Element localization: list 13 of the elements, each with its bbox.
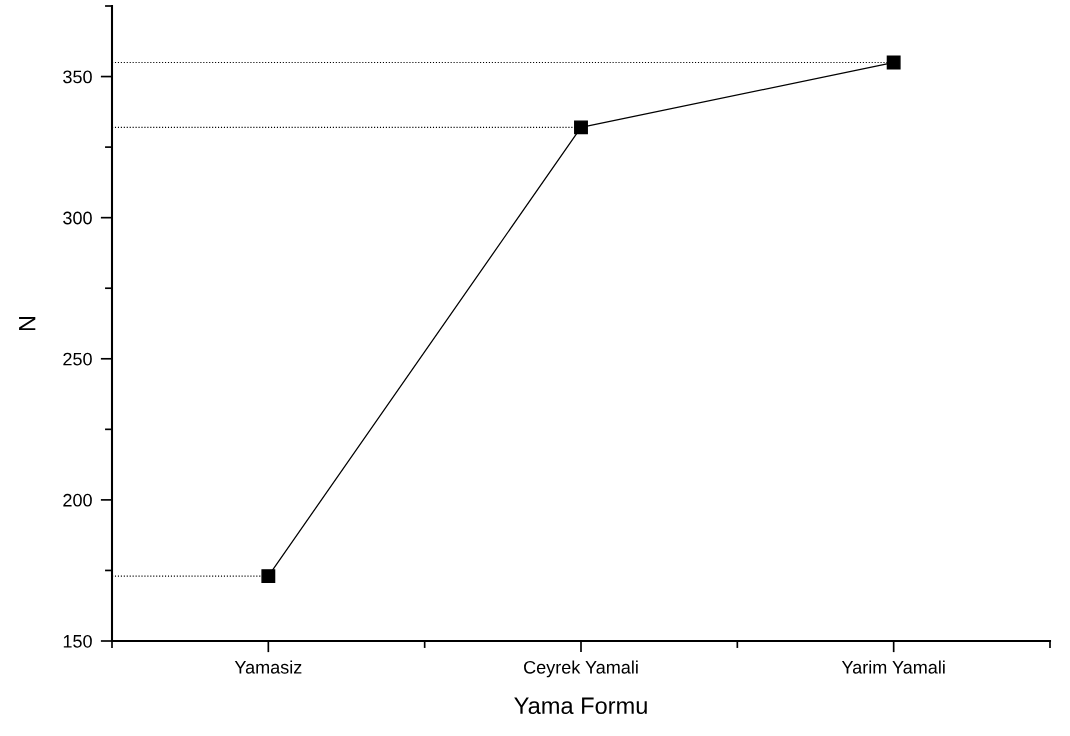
x-tick-label: Ceyrek Yamali [524, 660, 638, 678]
y-tick-label: 150 [63, 634, 92, 648]
y-tick-label: 350 [63, 70, 92, 84]
y-tick-label: 250 [63, 352, 92, 366]
x-tick-label: Yarim Yamali [841, 660, 945, 674]
y-tick-label: 300 [63, 211, 92, 225]
y-axis-title: N [19, 316, 36, 331]
x-tick-label: Yamasiz [234, 660, 302, 674]
point [886, 55, 901, 70]
point [574, 120, 588, 135]
point [261, 569, 276, 584]
y-tick-label: 200 [63, 493, 92, 507]
x-axis-title: Yama Formu [514, 697, 647, 715]
